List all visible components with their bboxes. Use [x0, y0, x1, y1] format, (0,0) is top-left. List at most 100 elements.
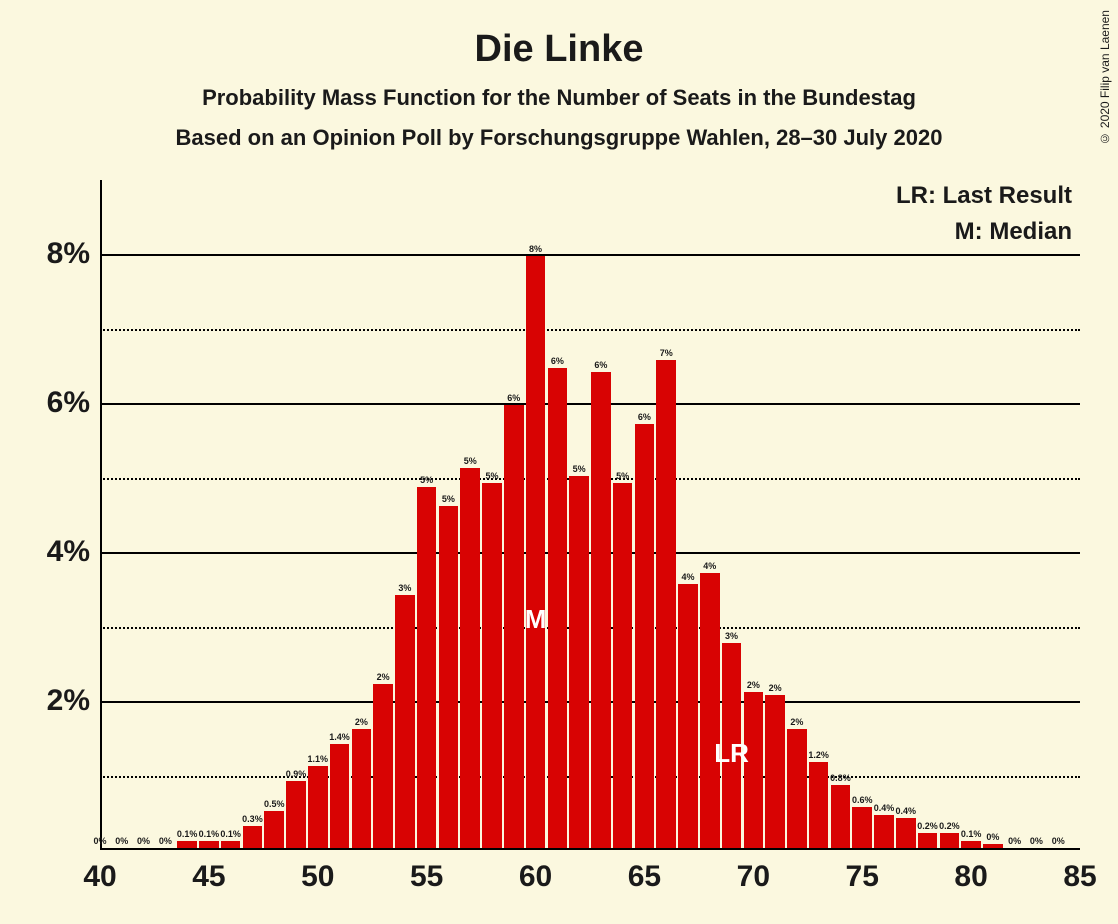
bar: 2% — [352, 729, 372, 848]
x-tick-label: 70 — [737, 850, 770, 894]
bar: 2% — [373, 684, 393, 848]
legend-median: M: Median — [896, 218, 1072, 246]
bar-value-label: 0.4% — [896, 806, 917, 818]
chart-title: Die Linke — [0, 0, 1118, 71]
bar-value-label: 0% — [93, 836, 106, 848]
bar: 4% — [700, 573, 720, 848]
minor-gridline — [100, 776, 1080, 778]
median-marker: M — [525, 604, 547, 635]
major-gridline — [100, 403, 1080, 405]
bar-value-label: 0% — [115, 836, 128, 848]
bar-value-label: 2% — [747, 680, 760, 692]
bar: 5% — [439, 506, 459, 848]
bar: 0.1% — [961, 841, 981, 848]
bar: 0.2% — [918, 833, 938, 848]
bar: 0.1% — [177, 841, 197, 848]
bar: 2% — [787, 729, 807, 848]
bar: 5% — [613, 483, 633, 848]
legend: LR: Last Result M: Median — [896, 182, 1072, 254]
bar-value-label: 0.1% — [220, 829, 241, 841]
bar-value-label: 5% — [573, 464, 586, 476]
bar-value-label: 6% — [551, 356, 564, 368]
bar-value-label: 5% — [420, 475, 433, 487]
bar: 3% — [395, 595, 415, 848]
minor-gridline — [100, 329, 1080, 331]
x-tick-label: 60 — [519, 850, 552, 894]
chart-subtitle-2: Based on an Opinion Poll by Forschungsgr… — [0, 111, 1118, 151]
chart-subtitle-1: Probability Mass Function for the Number… — [0, 71, 1118, 111]
bar: 0.1% — [221, 841, 241, 848]
last-result-marker: LR — [714, 738, 749, 769]
bar-value-label: 2% — [790, 717, 803, 729]
bar: 0.5% — [264, 811, 284, 848]
copyright-text: © 2020 Filip van Laenen — [1098, 10, 1112, 145]
major-gridline — [100, 254, 1080, 256]
bar: 5% — [569, 476, 589, 848]
y-axis — [100, 180, 102, 850]
bar-value-label: 0.1% — [177, 829, 198, 841]
y-tick-label: 8% — [47, 237, 100, 271]
bar-value-label: 6% — [507, 393, 520, 405]
major-gridline — [100, 552, 1080, 554]
bar: 0.1% — [199, 841, 219, 848]
bar: 2% — [744, 692, 764, 848]
bar-value-label: 0.5% — [264, 799, 285, 811]
bar-value-label: 6% — [638, 412, 651, 424]
x-tick-label: 45 — [192, 850, 225, 894]
bar-value-label: 5% — [616, 471, 629, 483]
bar-value-label: 0% — [1008, 836, 1021, 848]
legend-last-result: LR: Last Result — [896, 182, 1072, 210]
bar: 0% — [983, 844, 1003, 848]
bar-value-label: 0% — [986, 832, 999, 844]
x-tick-label: 80 — [954, 850, 987, 894]
bar-value-label: 2% — [355, 717, 368, 729]
bar-value-label: 2% — [769, 683, 782, 695]
x-tick-label: 85 — [1063, 850, 1096, 894]
bar: 1.2% — [809, 762, 829, 848]
bar-value-label: 2% — [377, 672, 390, 684]
y-tick-label: 2% — [47, 684, 100, 718]
bar: 6% — [591, 372, 611, 848]
bar-value-label: 6% — [594, 360, 607, 372]
bar-value-label: 7% — [660, 348, 673, 360]
bar: 0.2% — [940, 833, 960, 848]
bar: 6% — [548, 368, 568, 848]
bar-value-label: 0.2% — [917, 821, 938, 833]
bar-value-label: 0% — [1052, 836, 1065, 848]
bar-value-label: 0.4% — [874, 803, 895, 815]
x-tick-label: 65 — [628, 850, 661, 894]
bar-value-label: 0.8% — [830, 773, 851, 785]
x-tick-label: 50 — [301, 850, 334, 894]
x-tick-label: 55 — [410, 850, 443, 894]
bar-value-label: 0.1% — [199, 829, 220, 841]
y-tick-label: 6% — [47, 386, 100, 420]
bar: 5% — [417, 487, 437, 848]
major-gridline — [100, 701, 1080, 703]
bar-value-label: 5% — [485, 471, 498, 483]
bar: 0.6% — [852, 807, 872, 848]
bar-value-label: 8% — [529, 244, 542, 256]
bar-value-label: 0% — [159, 836, 172, 848]
bar-value-label: 1.2% — [808, 750, 829, 762]
bar-value-label: 3% — [398, 583, 411, 595]
bar-value-label: 0.9% — [286, 769, 307, 781]
plot-area: LR: Last Result M: Median 2%4%6%8%404550… — [100, 180, 1080, 850]
bar: 8% — [526, 256, 546, 848]
bar: 7% — [656, 360, 676, 848]
x-tick-label: 40 — [83, 850, 116, 894]
bar: 0.4% — [896, 818, 916, 848]
bar: 0.8% — [831, 785, 851, 848]
y-tick-label: 4% — [47, 535, 100, 569]
bar-value-label: 5% — [464, 456, 477, 468]
bar-value-label: 1.1% — [308, 754, 329, 766]
bar: 0.4% — [874, 815, 894, 849]
bar-value-label: 0.6% — [852, 795, 873, 807]
bar: 1.1% — [308, 766, 328, 848]
bar-value-label: 4% — [703, 561, 716, 573]
bar: 5% — [482, 483, 502, 848]
bar-value-label: 0.3% — [242, 814, 263, 826]
bar: 1.4% — [330, 744, 350, 848]
bar-value-label: 1.4% — [329, 732, 350, 744]
bar: 2% — [765, 695, 785, 848]
bar-value-label: 3% — [725, 631, 738, 643]
